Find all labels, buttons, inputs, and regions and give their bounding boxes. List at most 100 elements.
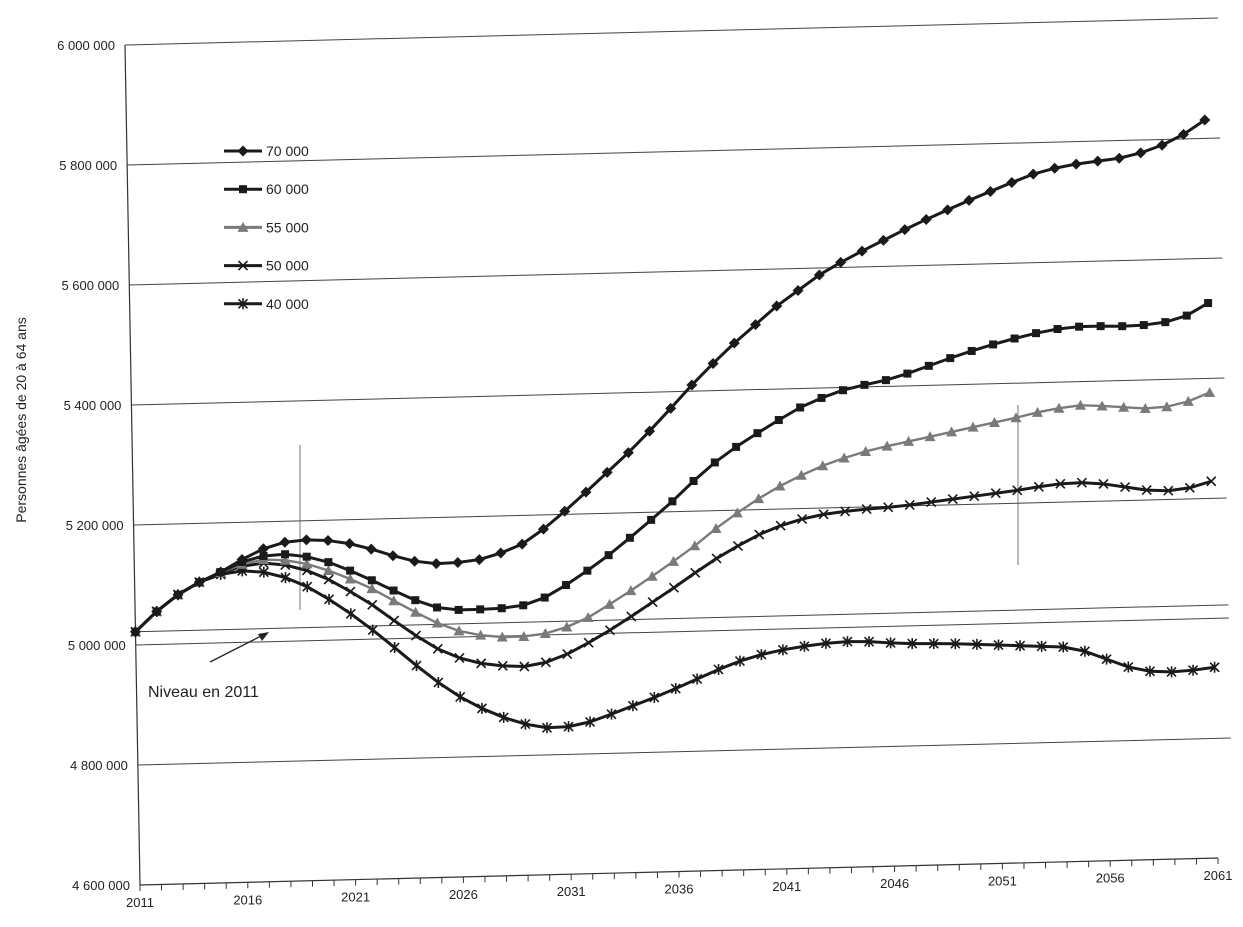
x-tick-label: 2051: [988, 873, 1017, 888]
data-point: [583, 566, 592, 575]
series-line: [134, 479, 1212, 668]
data-point: [734, 655, 746, 667]
data-point: [539, 628, 551, 639]
series-40000: [130, 565, 1220, 734]
data-point: [281, 550, 290, 559]
data-point: [903, 435, 915, 446]
data-point: [540, 593, 549, 602]
data-point: [411, 596, 420, 605]
data-point: [497, 604, 506, 613]
data-point: [1015, 640, 1026, 652]
data-point: [540, 657, 551, 668]
data-point: [541, 722, 553, 734]
data-point: [583, 637, 594, 648]
data-point: [920, 213, 932, 225]
data-point: [817, 460, 829, 471]
gridline: [124, 17, 1219, 46]
data-point: [365, 543, 377, 555]
data-point: [300, 534, 312, 546]
data-point: [323, 593, 335, 605]
data-point: [389, 615, 400, 626]
data-point: [928, 638, 939, 650]
data-point: [732, 442, 741, 451]
data-point: [924, 431, 936, 442]
data-point: [881, 376, 890, 385]
data-point: [1206, 476, 1217, 487]
y-tick-label: 5 200 000: [66, 518, 124, 533]
y-tick-labels: 4 600 000 4 800 000 5 000 000 5 200 000 5 40…: [57, 38, 130, 893]
data-point: [476, 605, 485, 614]
gridline: [129, 257, 1223, 286]
data-point: [904, 499, 915, 511]
data-point: [1074, 399, 1086, 410]
series-70000: [129, 114, 1211, 638]
data-point: [237, 221, 249, 232]
y-tick-label: 4 800 000: [70, 758, 128, 773]
gridline: [133, 497, 1227, 526]
data-point: [646, 570, 658, 581]
data-point: [432, 643, 443, 654]
data-point: [1070, 158, 1082, 170]
x-tick-label: 2041: [772, 879, 801, 894]
legend-item: 40 000: [224, 296, 309, 312]
data-point: [410, 630, 422, 641]
data-point: [732, 540, 743, 551]
data-point: [625, 585, 637, 596]
data-point: [433, 676, 444, 688]
data-point: [388, 595, 400, 606]
legend-label: 60 000: [266, 181, 309, 197]
data-point: [322, 535, 334, 547]
data-point: [1092, 155, 1104, 167]
data-point: [753, 493, 765, 504]
data-point: [519, 661, 530, 672]
data-point: [1139, 321, 1148, 330]
data-point: [1182, 395, 1194, 406]
data-point: [367, 599, 378, 610]
data-point: [946, 354, 955, 363]
legend-label: 40 000: [266, 296, 309, 312]
data-point: [1139, 402, 1151, 413]
y-axis-label: Personnes âgées de 20 à 64 ans: [13, 317, 29, 523]
data-point: [1096, 400, 1108, 411]
series-group: [129, 114, 1220, 734]
data-point: [516, 538, 528, 550]
gridline: [137, 737, 1231, 766]
data-point: [496, 631, 508, 642]
data-point: [1079, 645, 1090, 657]
data-point: [1161, 318, 1170, 327]
data-point: [625, 533, 634, 542]
data-point: [1135, 147, 1147, 159]
data-point: [345, 608, 356, 620]
data-point: [519, 601, 528, 610]
data-point: [838, 452, 850, 463]
data-point: [796, 403, 805, 412]
data-point: [387, 550, 399, 562]
data-point: [346, 566, 355, 575]
data-point: [1027, 168, 1039, 180]
data-point: [1161, 401, 1173, 412]
data-point: [947, 494, 958, 505]
data-point: [1049, 162, 1061, 174]
data-point: [476, 702, 488, 714]
data-point: [237, 298, 249, 310]
data-point: [689, 476, 698, 485]
data-point: [903, 369, 912, 378]
data-point: [561, 621, 573, 632]
data-point: [1166, 666, 1177, 678]
legend-label: 50 000: [266, 258, 309, 274]
data-point: [455, 691, 466, 703]
x-tick-label: 2021: [341, 890, 370, 905]
data-point: [942, 204, 954, 216]
gridline: [127, 137, 1221, 166]
data-point: [818, 509, 829, 520]
data-point: [537, 523, 549, 535]
gridline: [131, 377, 1225, 406]
annotation-arrowhead: [258, 632, 269, 641]
data-point: [690, 567, 701, 578]
data-point: [279, 554, 291, 565]
data-point: [647, 596, 658, 608]
data-point: [860, 380, 869, 389]
data-point: [969, 491, 980, 502]
data-point: [344, 538, 356, 550]
legend-item: 60 000: [224, 181, 309, 197]
